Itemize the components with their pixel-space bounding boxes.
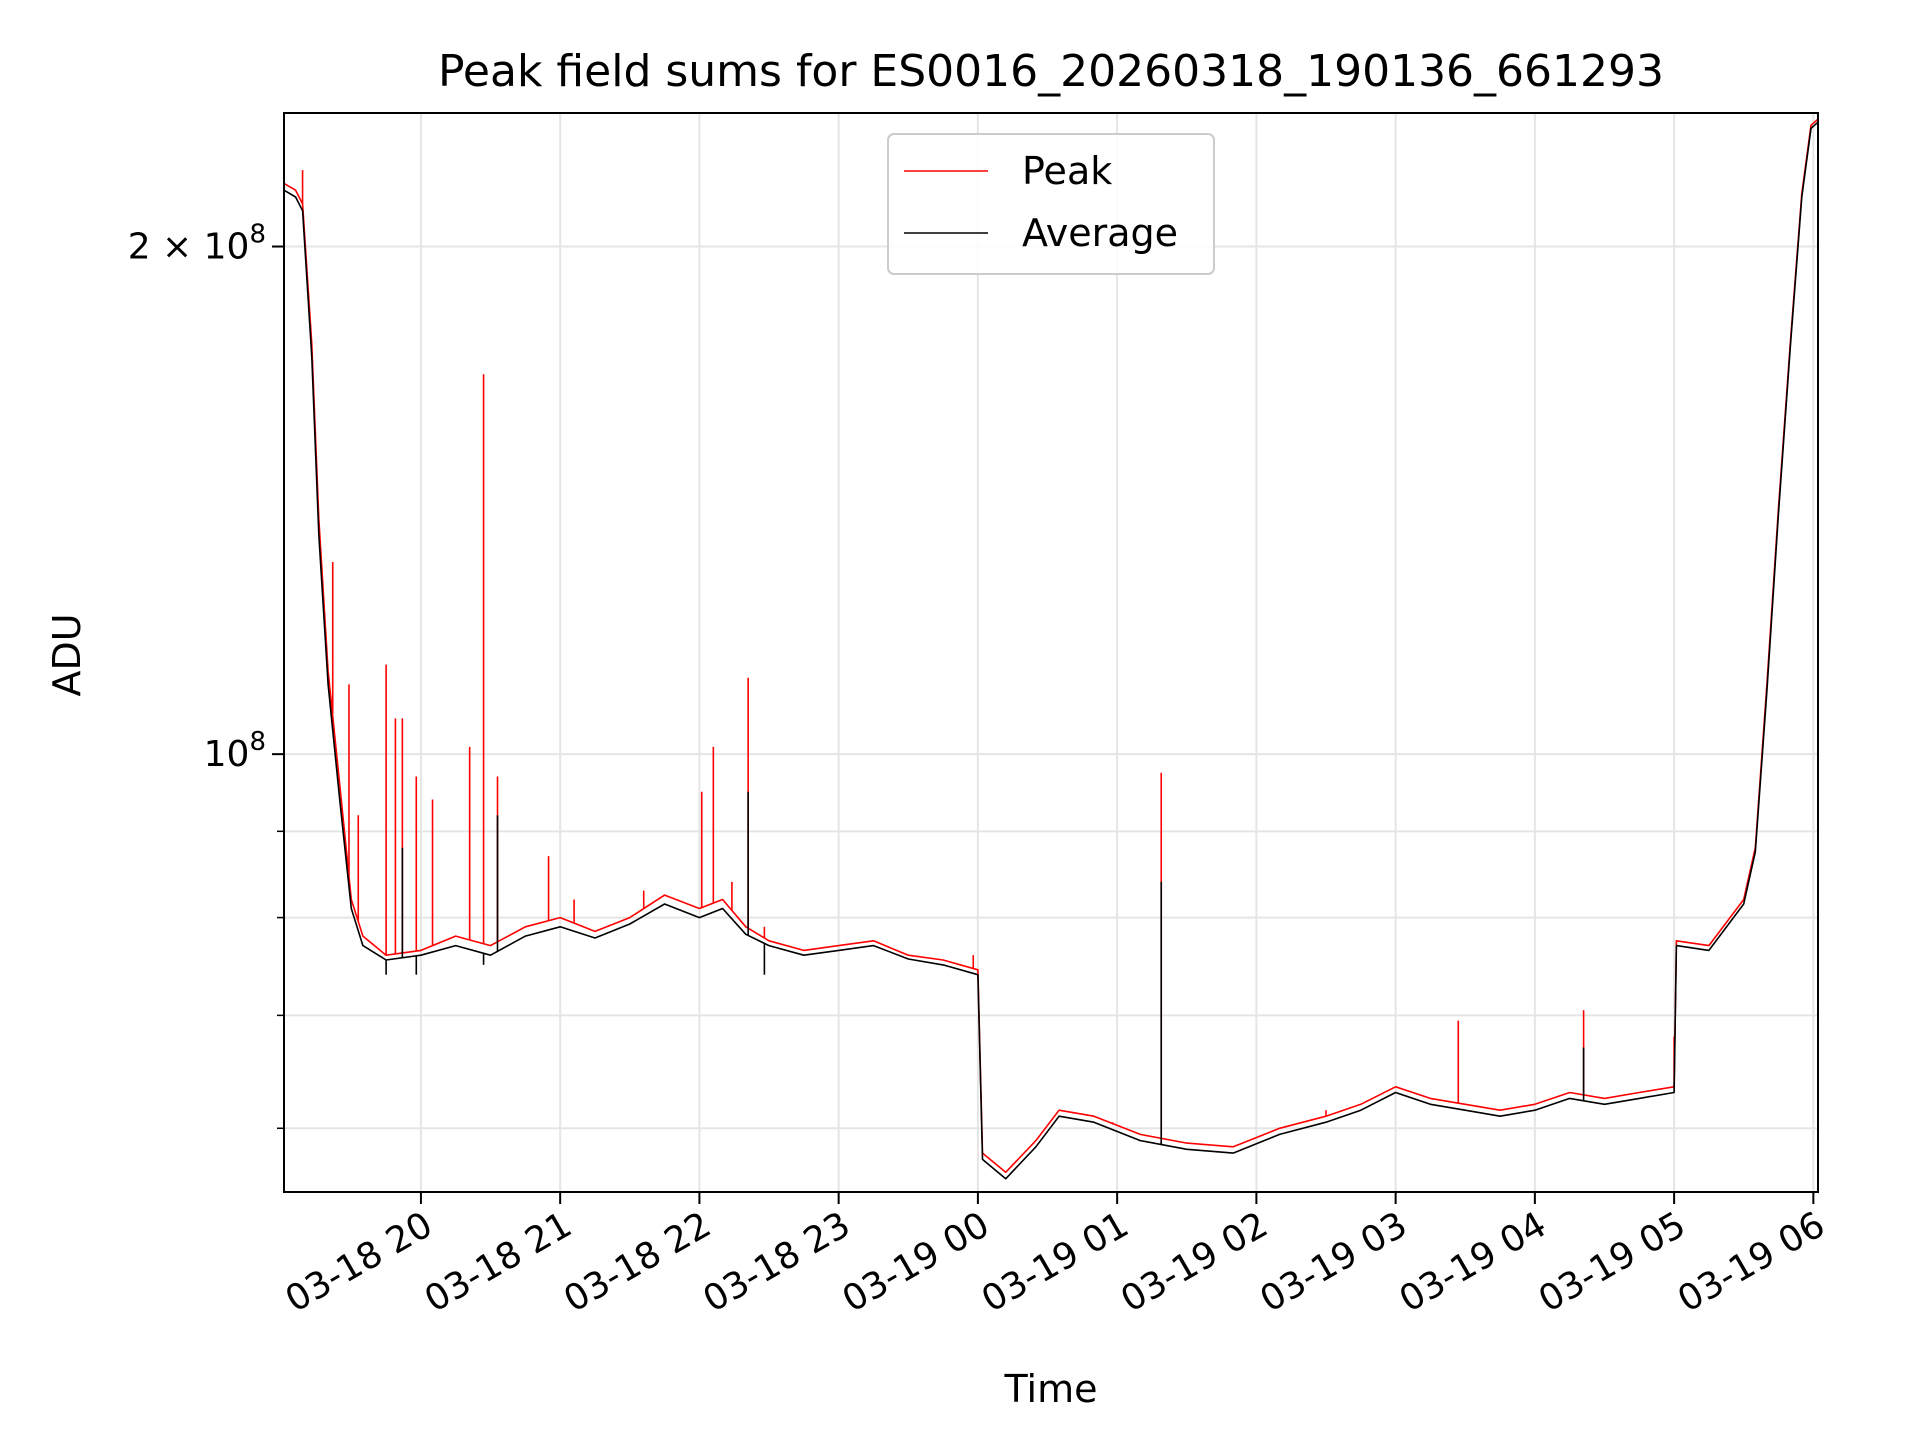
legend: Peak Average xyxy=(887,133,1215,275)
plot-lines xyxy=(283,118,1819,1180)
legend-label-peak: Peak xyxy=(1022,149,1112,193)
series-line-average xyxy=(283,121,1819,1180)
legend-label-average: Average xyxy=(1022,211,1178,255)
y-tick-label: 108 xyxy=(204,727,266,775)
y-tick-mantissa: 10 xyxy=(204,734,250,775)
y-tick-exponent: 8 xyxy=(249,727,266,757)
chart-title: Peak field sums for ES0016_20260318_1901… xyxy=(438,46,1664,97)
y-axis-label: ADU xyxy=(45,613,89,696)
grid xyxy=(284,113,1818,1192)
x-axis-label: Time xyxy=(1004,1367,1098,1411)
plot-frame xyxy=(283,112,1819,1193)
y-tick-exponent: 8 xyxy=(249,220,266,250)
legend-box xyxy=(887,133,1215,275)
series-peak xyxy=(283,118,1819,1174)
y-tick-label: 2 × 108 xyxy=(128,220,266,268)
series-average xyxy=(283,121,1819,1180)
y-tick-mantissa: 2 × 10 xyxy=(128,227,250,268)
